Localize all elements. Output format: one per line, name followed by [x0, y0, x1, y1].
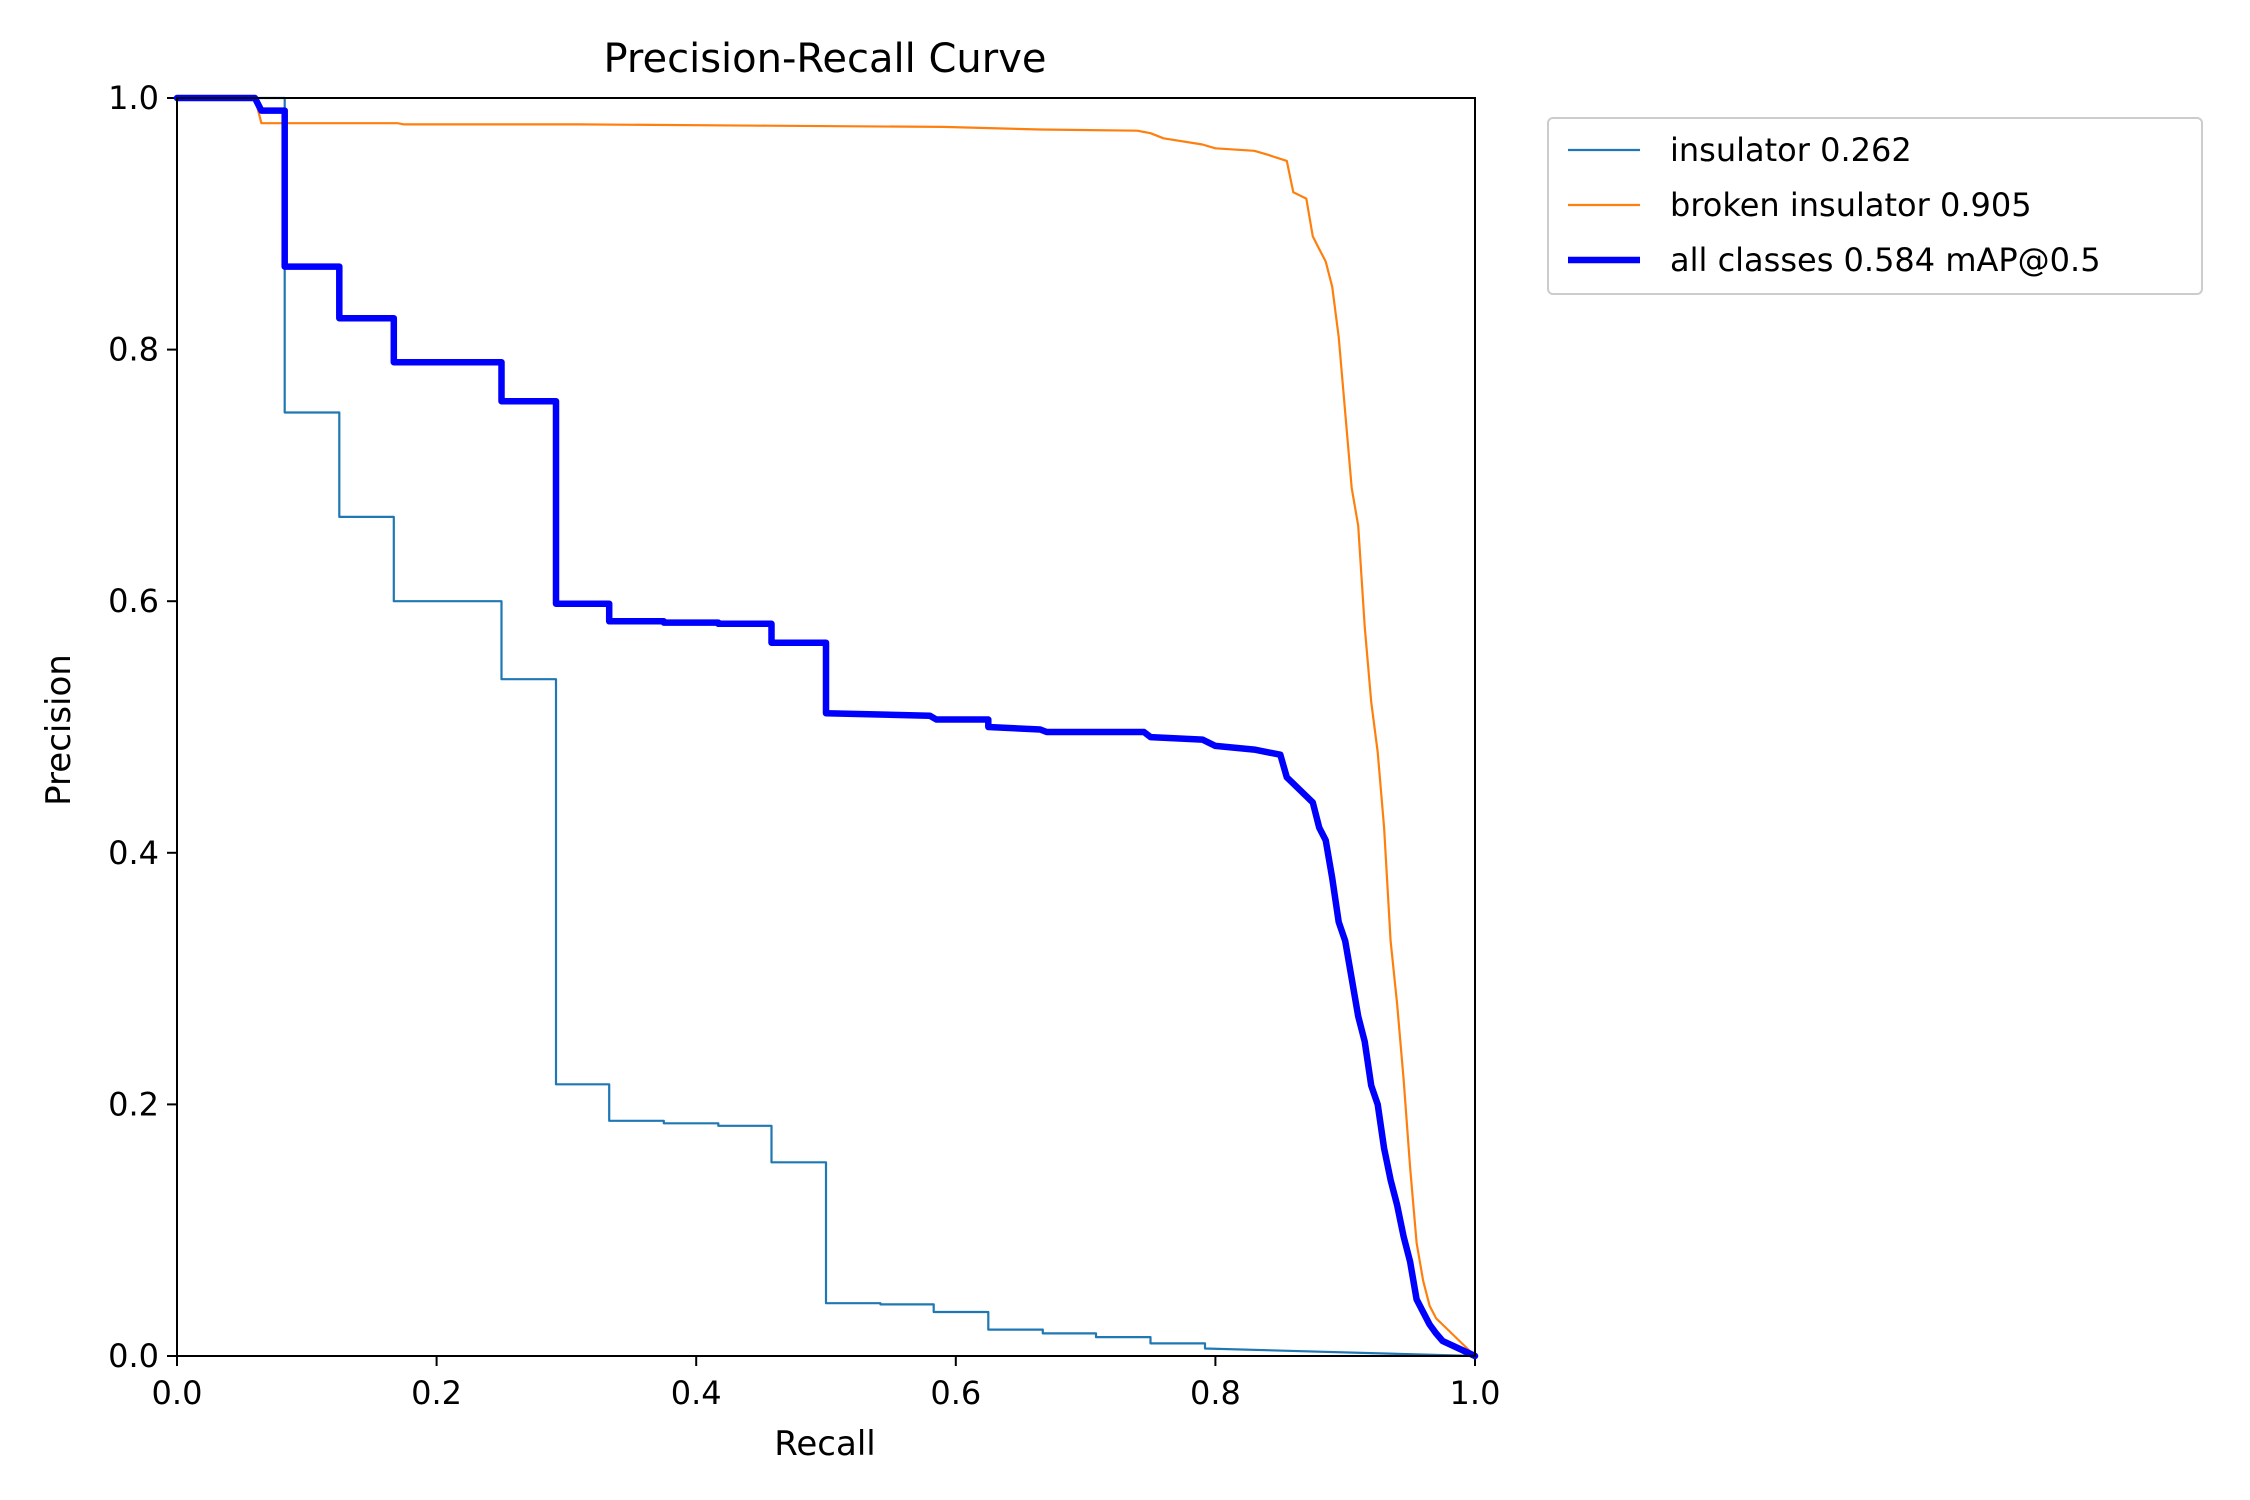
chart-title: Precision-Recall Curve — [604, 36, 1047, 82]
y-tick-label: 0.8 — [108, 331, 159, 369]
x-tick-label: 0.2 — [411, 1374, 462, 1412]
x-tick-label: 0.6 — [930, 1374, 981, 1412]
y-tick-label: 0.4 — [108, 834, 159, 872]
legend-box — [1547, 117, 2203, 295]
series-layer — [173, 94, 1479, 1360]
legend-label-3: all classes 0.584 mAP@0.5 — [1670, 241, 2101, 279]
x-tick-label: 0.0 — [152, 1374, 203, 1412]
x-tick-label: 0.4 — [671, 1374, 722, 1412]
plot-frame — [176, 97, 1476, 1357]
y-tick-label: 0.0 — [108, 1337, 159, 1375]
series-line-1 — [175, 96, 1477, 1358]
series-line-2 — [175, 96, 1477, 1358]
legend: insulator 0.262 broken insulator 0.905 all… — [1547, 117, 2203, 295]
series-line-3 — [173, 94, 1479, 1360]
x-tick-label: 0.8 — [1190, 1374, 1241, 1412]
y-tick-label: 1.0 — [108, 79, 159, 117]
legend-label-1: insulator 0.262 — [1670, 131, 1912, 169]
legend-label-2: broken insulator 0.905 — [1670, 186, 2032, 224]
y-tick-label: 0.6 — [108, 582, 159, 620]
y-axis-label: Precision — [39, 654, 79, 806]
axis-ticks: 0.0 0.2 0.4 0.6 0.8 1.0 0.0 0.2 0.4 0.6 0.8 1.0 — [108, 79, 1500, 1412]
x-tick-label: 1.0 — [1450, 1374, 1501, 1412]
x-axis-label: Recall — [774, 1424, 875, 1464]
y-tick-label: 0.2 — [108, 1085, 159, 1123]
